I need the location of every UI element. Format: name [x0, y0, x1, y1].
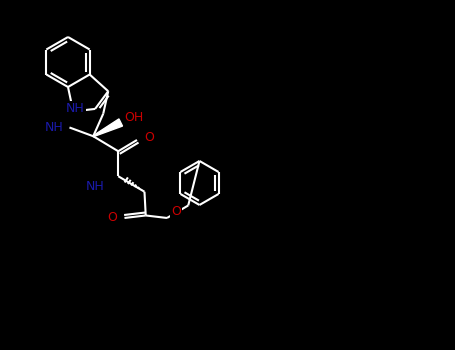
- Text: NH: NH: [86, 180, 104, 193]
- Text: OH: OH: [125, 111, 144, 124]
- Text: O: O: [107, 211, 117, 224]
- Polygon shape: [93, 119, 122, 137]
- Text: O: O: [144, 132, 154, 145]
- Text: O: O: [171, 205, 181, 218]
- Text: NH: NH: [45, 121, 64, 134]
- Text: NH: NH: [66, 102, 85, 115]
